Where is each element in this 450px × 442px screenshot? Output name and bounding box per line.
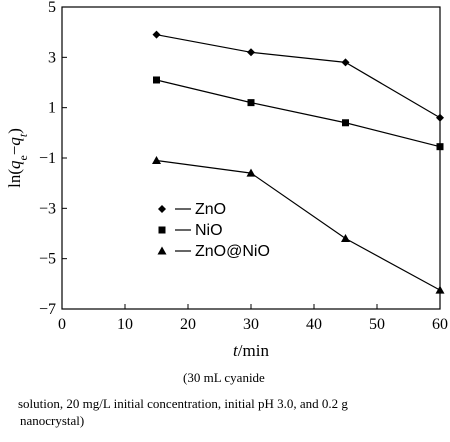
y-tick-label: 5 bbox=[48, 0, 56, 16]
series-line-zno bbox=[156, 34, 441, 119]
x-tick-label: 40 bbox=[306, 316, 322, 333]
caption-line-3: nanocrystal) bbox=[20, 413, 85, 428]
series-line-zno-nio bbox=[156, 159, 441, 291]
data-point-zno-nio bbox=[341, 234, 350, 243]
y-tick-label: −1 bbox=[39, 150, 56, 167]
y-tick-label: −5 bbox=[39, 251, 56, 268]
legend-marker-nio bbox=[158, 226, 166, 234]
legend-label-nio: NiO bbox=[195, 222, 223, 239]
caption-line-2: solution, 20 mg/L initial concentration,… bbox=[18, 396, 348, 411]
series-line-nio bbox=[156, 79, 441, 148]
x-tick-label: 60 bbox=[432, 316, 448, 333]
data-point-nio bbox=[247, 99, 255, 107]
data-point-zno-nio bbox=[246, 168, 256, 177]
series-layer bbox=[152, 30, 445, 294]
data-point-zno bbox=[247, 48, 255, 57]
legend-label-zno: ZnO bbox=[195, 201, 226, 218]
x-tick-label: 30 bbox=[243, 316, 259, 333]
data-point-nio bbox=[342, 119, 349, 127]
y-tick-label: 3 bbox=[48, 49, 56, 66]
axis-ticks: 0 10 20 30 40 50 60 −7 −5 −3 −1 1 3 5 bbox=[39, 0, 448, 333]
data-point-zno bbox=[152, 30, 161, 39]
x-tick-label: 20 bbox=[180, 316, 196, 333]
x-axis-title: t/min bbox=[233, 341, 269, 360]
y-tick-label: 1 bbox=[48, 100, 56, 117]
chart: 0 10 20 30 40 50 60 −7 −5 −3 −1 1 3 5 ZnO NiO ZnO@NiO t… bbox=[5, 0, 448, 360]
y-axis-title: ln(qe−qt) bbox=[5, 128, 30, 188]
data-point-zno-nio bbox=[152, 156, 161, 165]
y-tick-label: −7 bbox=[39, 301, 56, 318]
legend-marker-zno bbox=[158, 205, 166, 213]
x-tick-label: 10 bbox=[117, 316, 133, 333]
data-point-zno bbox=[341, 58, 350, 67]
caption-line-1: (30 mL cyanide bbox=[183, 370, 265, 385]
x-tick-label: 0 bbox=[58, 316, 66, 333]
legend-label-zno-nio: ZnO@NiO bbox=[195, 243, 270, 260]
data-point-nio bbox=[436, 143, 444, 151]
data-point-zno bbox=[436, 113, 444, 122]
x-tick-label: 50 bbox=[369, 316, 385, 333]
y-tick-label: −3 bbox=[39, 200, 56, 217]
legend: ZnO NiO ZnO@NiO bbox=[157, 201, 270, 260]
legend-marker-zno-nio bbox=[157, 246, 167, 255]
data-point-zno-nio bbox=[435, 285, 445, 294]
data-point-nio bbox=[153, 76, 160, 84]
